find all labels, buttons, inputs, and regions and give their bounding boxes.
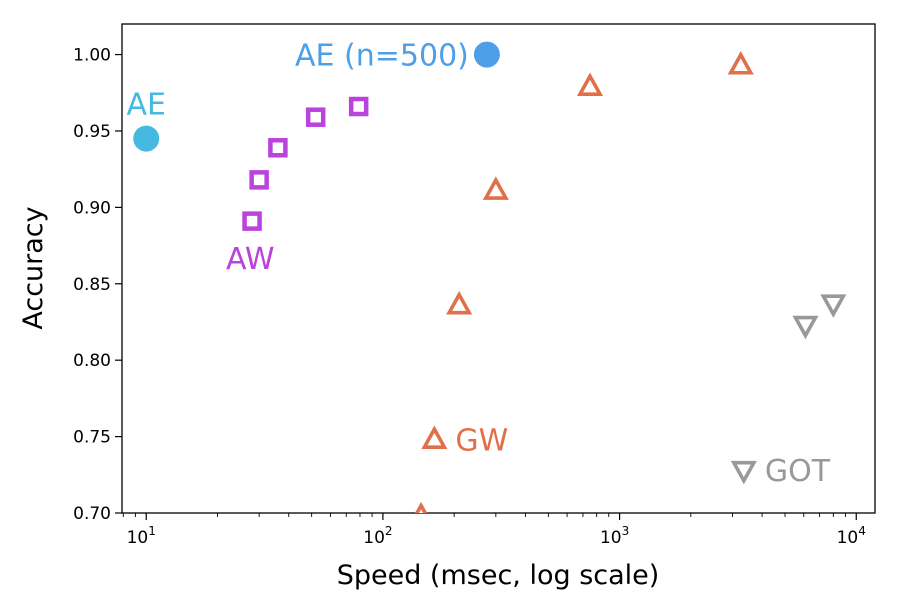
aw-point xyxy=(348,96,369,117)
y-tick-label: 0.75 xyxy=(73,428,111,448)
x-tick-label-exponent: 3 xyxy=(622,524,630,538)
ae-point xyxy=(133,125,160,152)
y-tick-label: 0.85 xyxy=(73,275,111,295)
y-tick-label: 0.95 xyxy=(73,122,111,142)
got-point xyxy=(730,460,757,485)
annotation-got: GOT xyxy=(765,454,831,489)
x-tick-label: 103 xyxy=(600,524,629,548)
aw-point xyxy=(268,138,288,158)
aw-point xyxy=(242,211,262,231)
gw-point xyxy=(414,501,428,513)
aw-point xyxy=(305,107,326,127)
annotation-gw: GW xyxy=(455,424,508,459)
x-axis-title: Speed (msec, log scale) xyxy=(337,560,660,591)
y-axis-title: Accuracy xyxy=(18,206,49,329)
y-tick-label: 0.80 xyxy=(73,351,111,371)
x-tick-label-base: 10 xyxy=(127,528,149,548)
x-tick-label-base: 10 xyxy=(600,528,622,548)
x-tick-label-base: 10 xyxy=(363,528,385,548)
x-tick-label: 104 xyxy=(837,524,866,548)
aw-point xyxy=(249,170,269,190)
gw-point xyxy=(727,51,754,75)
annotation-aw: AW xyxy=(226,242,275,277)
plot-area-frame xyxy=(121,23,876,514)
annotations: AE AE (n=500) AW GW GOT xyxy=(126,39,830,490)
x-tick-label-exponent: 2 xyxy=(385,524,393,538)
gw-point xyxy=(576,72,604,96)
annotation-ae: AE xyxy=(126,88,165,123)
y-tick-label: 1.00 xyxy=(73,46,111,66)
y-tick-label: 0.90 xyxy=(73,198,111,218)
x-axis: 101 102 103 104 xyxy=(122,513,866,548)
gw-point xyxy=(482,176,509,200)
y-axis: 0.70 0.75 0.80 0.85 0.90 0.95 1.00 xyxy=(73,46,122,524)
x-tick-label-exponent: 4 xyxy=(858,524,866,538)
x-tick-label-base: 10 xyxy=(837,528,859,548)
x-tick-label-exponent: 1 xyxy=(148,524,156,538)
got-point xyxy=(792,315,819,340)
gw-point xyxy=(446,290,473,315)
x-tick-label: 102 xyxy=(363,524,392,548)
x-tick-label: 101 xyxy=(127,524,156,548)
annotation-ae-n-500: AE (n=500) xyxy=(295,39,469,74)
got-point xyxy=(820,294,847,318)
data-points xyxy=(133,41,847,513)
y-tick-label: 0.70 xyxy=(73,504,111,524)
ae-n-500-point xyxy=(473,41,500,68)
gw-point xyxy=(421,425,448,449)
